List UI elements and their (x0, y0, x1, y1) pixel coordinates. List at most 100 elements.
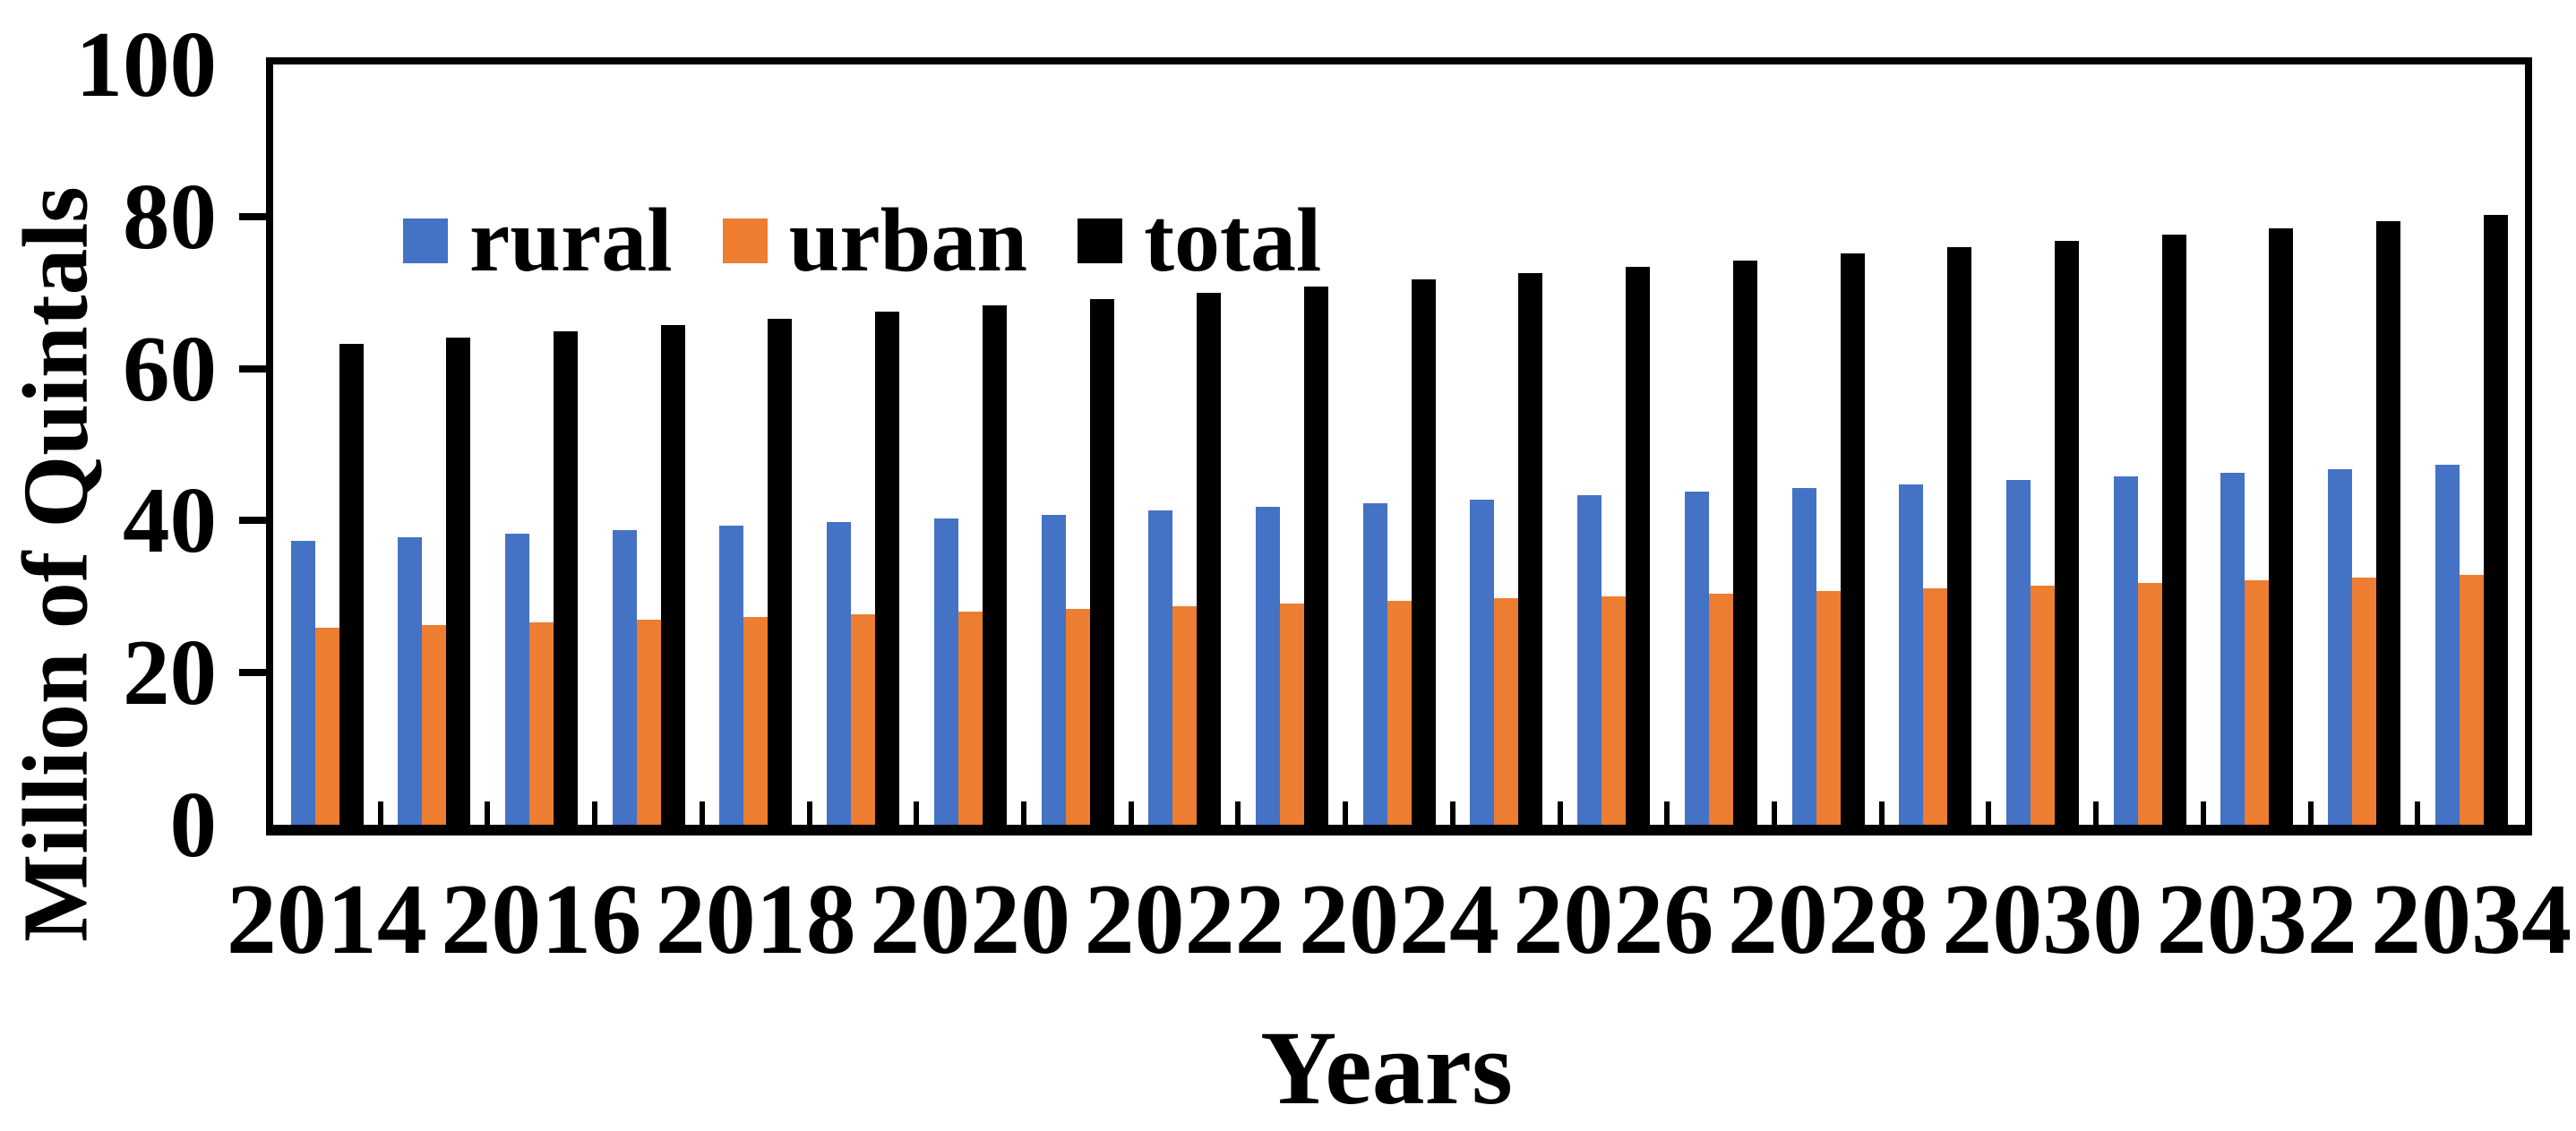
x-tick-mark-2 (485, 801, 491, 825)
x-tick-mark-3 (592, 801, 598, 825)
bar-total-2018 (768, 318, 793, 825)
x-tick-mark-7 (1021, 801, 1026, 825)
bar-urban-2018 (743, 617, 769, 825)
y-tick-mark-40 (239, 517, 266, 525)
x-tick-label-2026: 2026 (1513, 864, 1714, 975)
bar-rural-2034 (2434, 465, 2460, 825)
x-tick-label-2014: 2014 (226, 864, 427, 975)
bar-rural-2026 (1577, 495, 1602, 825)
bar-total-2025 (1518, 273, 1543, 825)
bar-urban-2022 (1172, 606, 1198, 825)
x-tick-mark-16 (1986, 801, 1992, 825)
bar-total-2020 (982, 305, 1007, 825)
bar-total-2019 (875, 312, 900, 825)
x-tick-mark-17 (2093, 801, 2099, 825)
bar-rural-2031 (2113, 476, 2138, 825)
bar-total-2031 (2161, 234, 2186, 825)
bar-urban-2016 (528, 622, 554, 825)
bar-urban-2014 (314, 628, 339, 825)
x-tick-mark-15 (1878, 801, 1885, 825)
x-tick-label-2022: 2022 (1084, 864, 1285, 975)
y-tick-label-40: 40 (123, 467, 217, 573)
x-tick-mark-6 (914, 801, 920, 825)
bar-urban-2023 (1279, 604, 1304, 825)
x-tick-mark-8 (1128, 801, 1134, 825)
y-tick-label-20: 20 (123, 620, 217, 725)
bar-urban-2031 (2137, 582, 2162, 825)
bar-total-2022 (1197, 292, 1222, 825)
x-tick-label-2020: 2020 (870, 864, 1071, 975)
bar-urban-2025 (1494, 598, 1519, 825)
bar-rural-2022 (1148, 510, 1173, 825)
x-tick-mark-19 (2307, 801, 2314, 825)
legend-label-total: total (1144, 190, 1322, 291)
bar-rural-2025 (1470, 499, 1495, 825)
x-tick-mark-4 (699, 801, 705, 825)
x-tick-mark-12 (1557, 801, 1563, 825)
y-tick-label-0: 0 (169, 772, 218, 877)
bar-rural-2015 (398, 537, 423, 825)
x-tick-label-2016: 2016 (441, 864, 642, 975)
bar-urban-2033 (2352, 577, 2377, 825)
x-tick-mark-9 (1235, 801, 1241, 825)
bar-rural-2030 (2005, 480, 2031, 825)
bar-rural-2033 (2328, 468, 2353, 825)
bar-urban-2021 (1065, 609, 1090, 825)
bar-rural-2014 (290, 541, 315, 825)
bar-total-2028 (1840, 253, 1865, 825)
plot-bars-region: rural urban total (273, 64, 2525, 825)
x-tick-label-2024: 2024 (1299, 864, 1499, 975)
bar-urban-2026 (1601, 595, 1627, 825)
legend: rural urban total (403, 192, 1321, 290)
legend-label-rural: rural (469, 190, 673, 291)
bar-total-2014 (339, 344, 364, 825)
x-tick-mark-11 (1449, 801, 1455, 825)
bar-urban-2029 (1923, 587, 1948, 825)
bar-rural-2017 (612, 529, 637, 825)
bar-rural-2018 (719, 526, 744, 825)
y-tick-mark-60 (239, 364, 266, 373)
bar-total-2032 (2269, 227, 2294, 825)
bar-total-2030 (2054, 241, 2079, 825)
bar-urban-2027 (1708, 593, 1733, 825)
legend-item-urban: urban (722, 192, 1027, 290)
legend-swatch-rural-icon (403, 218, 448, 263)
bar-urban-2032 (2245, 579, 2270, 825)
y-tick-label-100: 100 (75, 12, 218, 116)
bar-total-2015 (446, 338, 471, 825)
x-tick-label-2018: 2018 (655, 864, 856, 975)
bar-total-2033 (2376, 221, 2401, 825)
bar-total-2023 (1303, 286, 1328, 825)
bar-rural-2027 (1684, 492, 1709, 825)
x-tick-label-2030: 2030 (1942, 864, 2143, 975)
y-tick-mark-20 (239, 669, 266, 677)
x-tick-label-2034: 2034 (2371, 864, 2572, 975)
bar-rural-2020 (933, 518, 958, 825)
bar-urban-2020 (957, 612, 983, 825)
bar-total-2017 (660, 324, 685, 825)
bar-rural-2029 (1899, 484, 1924, 825)
legend-swatch-urban-icon (722, 218, 768, 263)
bar-rural-2023 (1255, 507, 1280, 825)
y-tick-label-80: 80 (123, 163, 217, 269)
bar-urban-2017 (636, 620, 661, 825)
y-tick-mark-80 (239, 212, 266, 220)
x-tick-mark-1 (377, 801, 383, 825)
x-tick-mark-20 (2415, 801, 2421, 825)
legend-item-total: total (1078, 192, 1321, 290)
x-tick-mark-5 (806, 801, 812, 825)
bar-rural-2019 (827, 522, 852, 825)
bar-total-2016 (553, 331, 578, 825)
bar-rural-2021 (1041, 514, 1066, 825)
bar-urban-2028 (1816, 590, 1841, 825)
bar-urban-2015 (422, 625, 447, 825)
bar-rural-2028 (1791, 487, 1816, 825)
bar-total-2026 (1626, 266, 1651, 825)
bar-rural-2032 (2220, 472, 2245, 825)
x-tick-mark-14 (1772, 801, 1777, 825)
bar-total-2034 (2483, 215, 2508, 825)
bar-rural-2016 (504, 533, 529, 825)
legend-swatch-total-icon (1078, 218, 1123, 263)
bar-total-2024 (1411, 279, 1436, 825)
